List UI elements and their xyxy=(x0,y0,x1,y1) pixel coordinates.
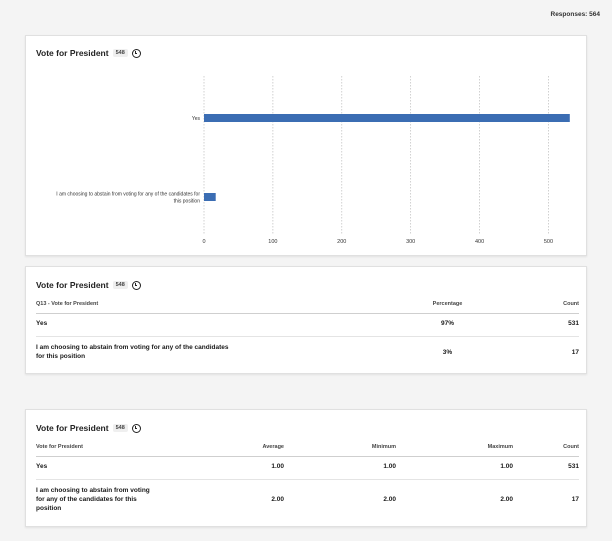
column-header-maximum: Maximum xyxy=(396,439,513,457)
table1-response-badge: 548 xyxy=(112,281,128,289)
clock-icon[interactable] xyxy=(131,423,141,433)
chart-response-badge: 548 xyxy=(112,49,128,57)
table2-card-title: Vote for President 548 xyxy=(36,423,141,433)
statistics-table-card: Vote for President 548 Vote for Presiden… xyxy=(25,409,587,527)
y-category-label: this position xyxy=(174,199,201,205)
x-tick-label: 500 xyxy=(544,239,553,245)
x-tick-label: 200 xyxy=(337,239,346,245)
y-category-label: I am choosing to abstain from voting for… xyxy=(56,192,200,198)
table-header-row: Vote for President Average Minimum Maxim… xyxy=(36,439,579,457)
clock-icon[interactable] xyxy=(131,280,141,290)
percentage-table: Q13 - Vote for President Percentage Coun… xyxy=(36,296,579,370)
row-label-line: I am choosing to abstain from voting xyxy=(36,487,150,495)
row-minimum: 2.00 xyxy=(383,495,396,503)
column-header-count: Count xyxy=(469,296,579,314)
row-count: 17 xyxy=(571,348,579,356)
table2-response-badge: 548 xyxy=(112,424,128,432)
row-label-line: for any of the candidates for this xyxy=(36,495,137,503)
row-average: 1.00 xyxy=(166,456,284,480)
clock-icon[interactable] xyxy=(131,48,141,58)
y-category-label: Yes xyxy=(192,116,201,122)
column-header-minimum: Minimum xyxy=(284,439,396,457)
table-row: Yes 1.00 1.00 1.00 531 xyxy=(36,456,579,480)
row-minimum: 1.00 xyxy=(284,456,396,480)
bar-chart-card: Vote for President 548 0 100 200 300 400 500 Y… xyxy=(25,35,587,256)
table1-card-title: Vote for President 548 xyxy=(36,280,141,290)
x-tick-label: 300 xyxy=(406,239,415,245)
statistics-table: Vote for President Average Minimum Maxim… xyxy=(36,439,579,521)
column-header-count: Count xyxy=(513,439,579,457)
row-count: 531 xyxy=(469,313,579,337)
table-row: I am choosing to abstain from voting for … xyxy=(36,479,579,521)
column-header-question: Vote for President xyxy=(36,439,166,457)
row-label-line: for this position xyxy=(36,353,86,361)
table-row: I am choosing to abstain from voting for… xyxy=(36,336,579,370)
x-tick-label: 400 xyxy=(475,239,484,245)
row-count: 17 xyxy=(571,495,579,503)
row-percentage: 97% xyxy=(376,313,469,337)
column-header-question: Q13 - Vote for President xyxy=(36,296,376,314)
row-label-line: position xyxy=(36,504,62,512)
row-label-line: Yes xyxy=(36,463,48,471)
row-percentage: 3% xyxy=(442,348,453,356)
row-label: I am choosing to abstain from voting for… xyxy=(36,336,376,370)
row-maximum: 2.00 xyxy=(500,495,513,503)
bar xyxy=(204,193,216,201)
responses-count: Responses: 564 xyxy=(550,11,601,18)
row-label: I am choosing to abstain from voting for … xyxy=(36,479,166,521)
row-label-line: I am choosing to abstain from voting for… xyxy=(36,344,229,352)
column-header-average: Average xyxy=(166,439,284,457)
table-row: Yes 97% 531 xyxy=(36,313,579,337)
x-tick-label: 100 xyxy=(268,239,277,245)
chart-title: Vote for President xyxy=(36,48,109,58)
column-header-percentage: Percentage xyxy=(376,296,469,314)
row-average: 2.00 xyxy=(271,495,284,503)
table2-title: Vote for President xyxy=(36,423,109,433)
row-maximum: 1.00 xyxy=(396,456,513,480)
chart-card-title: Vote for President 548 xyxy=(36,48,141,58)
x-tick-label: 0 xyxy=(202,239,205,245)
percentage-table-card: Vote for President 548 Q13 - Vote for Pr… xyxy=(25,266,587,374)
row-label: Yes xyxy=(36,313,376,337)
row-count: 531 xyxy=(513,456,579,480)
bar-chart: 0 100 200 300 400 500 Yes I am choosing to abst… xyxy=(56,76,570,245)
row-label-line: Yes xyxy=(36,320,48,328)
table-header-row: Q13 - Vote for President Percentage Coun… xyxy=(36,296,579,314)
row-label: Yes xyxy=(36,456,166,480)
bar xyxy=(204,114,570,122)
table1-title: Vote for President xyxy=(36,280,109,290)
